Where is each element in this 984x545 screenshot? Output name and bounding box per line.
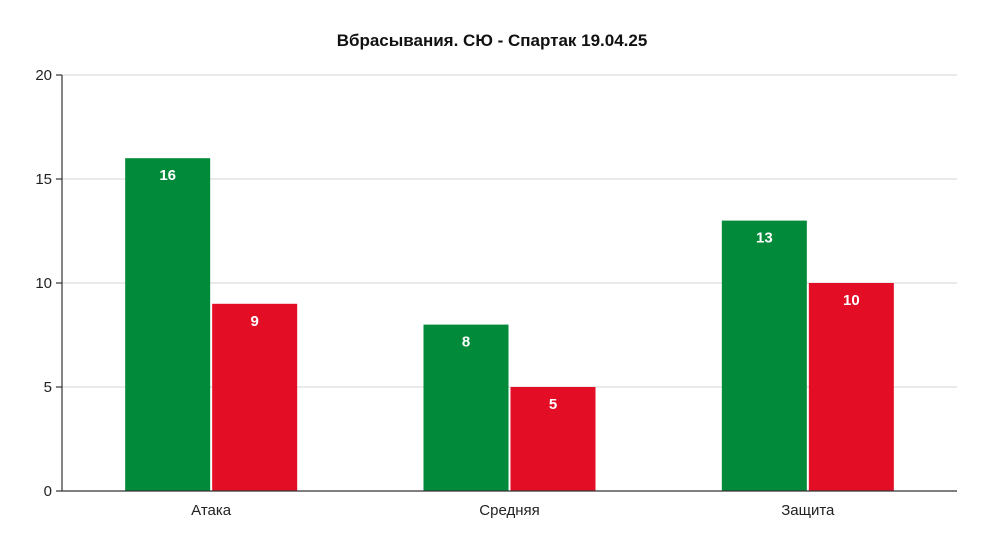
- data-labels: 16 9 8 5 13 10: [159, 167, 859, 413]
- y-tick-label: 10: [35, 275, 52, 292]
- chart-title: Вбрасывания. СЮ - Спартак 19.04.25: [337, 31, 648, 50]
- y-tick-label: 15: [35, 171, 52, 188]
- gridlines: [62, 74, 957, 388]
- y-tick-label: 5: [44, 379, 52, 396]
- x-category-label: Защита: [781, 502, 835, 519]
- y-tick-label: 0: [44, 483, 52, 500]
- bar-Атака-series-1: [125, 158, 211, 491]
- data-label: 10: [843, 292, 860, 309]
- bar-Средняя-series-1: [423, 324, 509, 491]
- bar-Защита-series-2: [808, 283, 894, 491]
- bar-Защита-series-1: [721, 220, 807, 491]
- bar-Атака-series-2: [212, 303, 298, 491]
- axes: 0 5 10 15 20 Атака Средняя Защита: [35, 67, 957, 519]
- x-category-label: Средняя: [479, 502, 539, 519]
- data-label: 5: [549, 396, 557, 413]
- data-label: 9: [250, 313, 258, 330]
- data-label: 13: [756, 230, 773, 247]
- data-label: 8: [462, 334, 470, 351]
- bars: [125, 158, 894, 491]
- bar-Средняя-series-2: [510, 387, 596, 491]
- x-category-label: Атака: [191, 502, 232, 519]
- data-label: 16: [159, 167, 176, 184]
- y-tick-label: 20: [35, 67, 52, 84]
